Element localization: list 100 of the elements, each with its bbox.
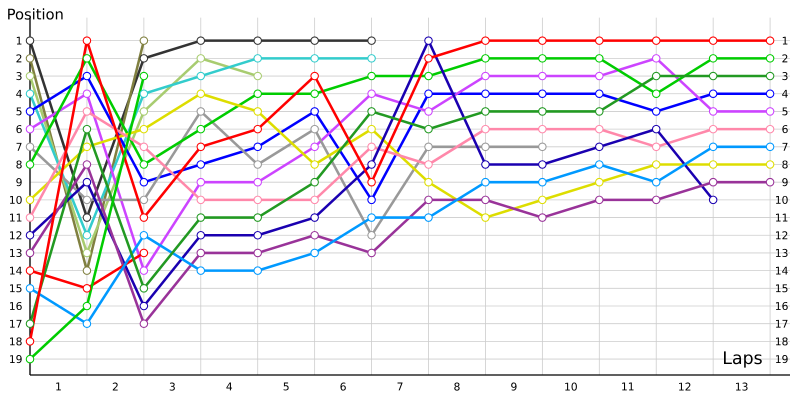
point — [82, 213, 92, 222]
point — [766, 72, 774, 80]
point — [708, 89, 718, 98]
point — [652, 196, 660, 204]
point — [26, 213, 34, 222]
point — [196, 266, 206, 275]
point — [196, 89, 206, 98]
point — [652, 72, 660, 80]
point — [82, 124, 92, 134]
point — [26, 337, 34, 346]
point — [196, 124, 206, 134]
point — [82, 248, 92, 258]
point — [253, 160, 262, 169]
x-tick-label: 9 — [511, 382, 517, 391]
point — [140, 213, 148, 222]
point — [82, 54, 92, 63]
y2-tick-label: 12 — [776, 231, 788, 240]
y-tick-label: 6 — [16, 125, 22, 134]
point — [766, 36, 774, 45]
y-tick-label: 14 — [10, 266, 22, 275]
point — [538, 72, 547, 80]
point — [196, 160, 206, 169]
y-tick-label: 17 — [10, 320, 22, 328]
point — [253, 230, 262, 240]
x-tick-label: 10 — [565, 382, 577, 391]
point — [367, 107, 376, 116]
y-tick-label: 12 — [10, 231, 22, 240]
point — [26, 230, 34, 240]
y-tick-label: 16 — [10, 302, 22, 310]
point — [652, 107, 660, 116]
point — [196, 54, 206, 63]
point — [708, 36, 718, 45]
point — [26, 319, 34, 328]
point — [424, 107, 433, 116]
y2-tick-label: 1 — [782, 36, 788, 45]
point — [367, 248, 376, 258]
point — [196, 72, 206, 80]
point — [708, 54, 718, 63]
point — [424, 213, 433, 222]
point — [140, 72, 148, 80]
point — [424, 89, 433, 98]
y-tick-label: 5 — [16, 107, 22, 116]
y-tick-label: 4 — [16, 90, 22, 98]
point — [367, 178, 376, 186]
point — [424, 196, 433, 204]
y-tick-label: 9 — [16, 178, 22, 186]
y2-tick-label: 2 — [782, 54, 788, 62]
x-tick-label: 4 — [226, 382, 232, 390]
point — [595, 89, 604, 98]
point — [26, 354, 34, 364]
point — [140, 319, 148, 328]
y-axis-title: Position — [8, 8, 63, 20]
point — [196, 178, 206, 186]
point — [82, 266, 92, 275]
point — [140, 178, 148, 186]
point — [253, 107, 262, 116]
point — [26, 107, 34, 116]
point — [253, 54, 262, 63]
point — [708, 107, 718, 116]
point — [140, 124, 148, 134]
point — [708, 178, 718, 186]
point — [766, 89, 774, 98]
point — [538, 178, 547, 186]
point — [481, 213, 490, 222]
point — [766, 54, 774, 63]
point — [538, 107, 547, 116]
point — [766, 178, 774, 186]
point — [538, 36, 547, 45]
point — [310, 248, 319, 258]
y-tick-label: 18 — [10, 337, 22, 346]
point — [310, 89, 319, 98]
point — [538, 54, 547, 63]
point — [196, 142, 206, 152]
point — [652, 178, 660, 186]
point — [424, 160, 433, 169]
point — [82, 160, 92, 169]
y-tick-label: 8 — [16, 160, 22, 169]
point — [367, 230, 376, 240]
y-tick-label: 11 — [10, 214, 22, 222]
point — [652, 124, 660, 134]
point — [766, 107, 774, 116]
point — [595, 142, 604, 152]
point — [367, 72, 376, 80]
point — [26, 36, 34, 45]
point — [424, 178, 433, 186]
y2-tick-label: 15 — [776, 284, 788, 292]
point — [367, 160, 376, 169]
y2-tick-label: 17 — [776, 320, 788, 328]
point — [481, 36, 490, 45]
y2-tick-label: 7 — [782, 142, 788, 151]
point — [481, 54, 490, 63]
point — [595, 107, 604, 116]
point — [595, 160, 604, 169]
x-tick-label: 5 — [284, 382, 289, 390]
point — [652, 142, 660, 152]
point — [538, 142, 547, 152]
point — [424, 142, 433, 152]
y-tick-label: 7 — [16, 142, 22, 151]
point — [367, 89, 376, 98]
point — [766, 124, 774, 134]
